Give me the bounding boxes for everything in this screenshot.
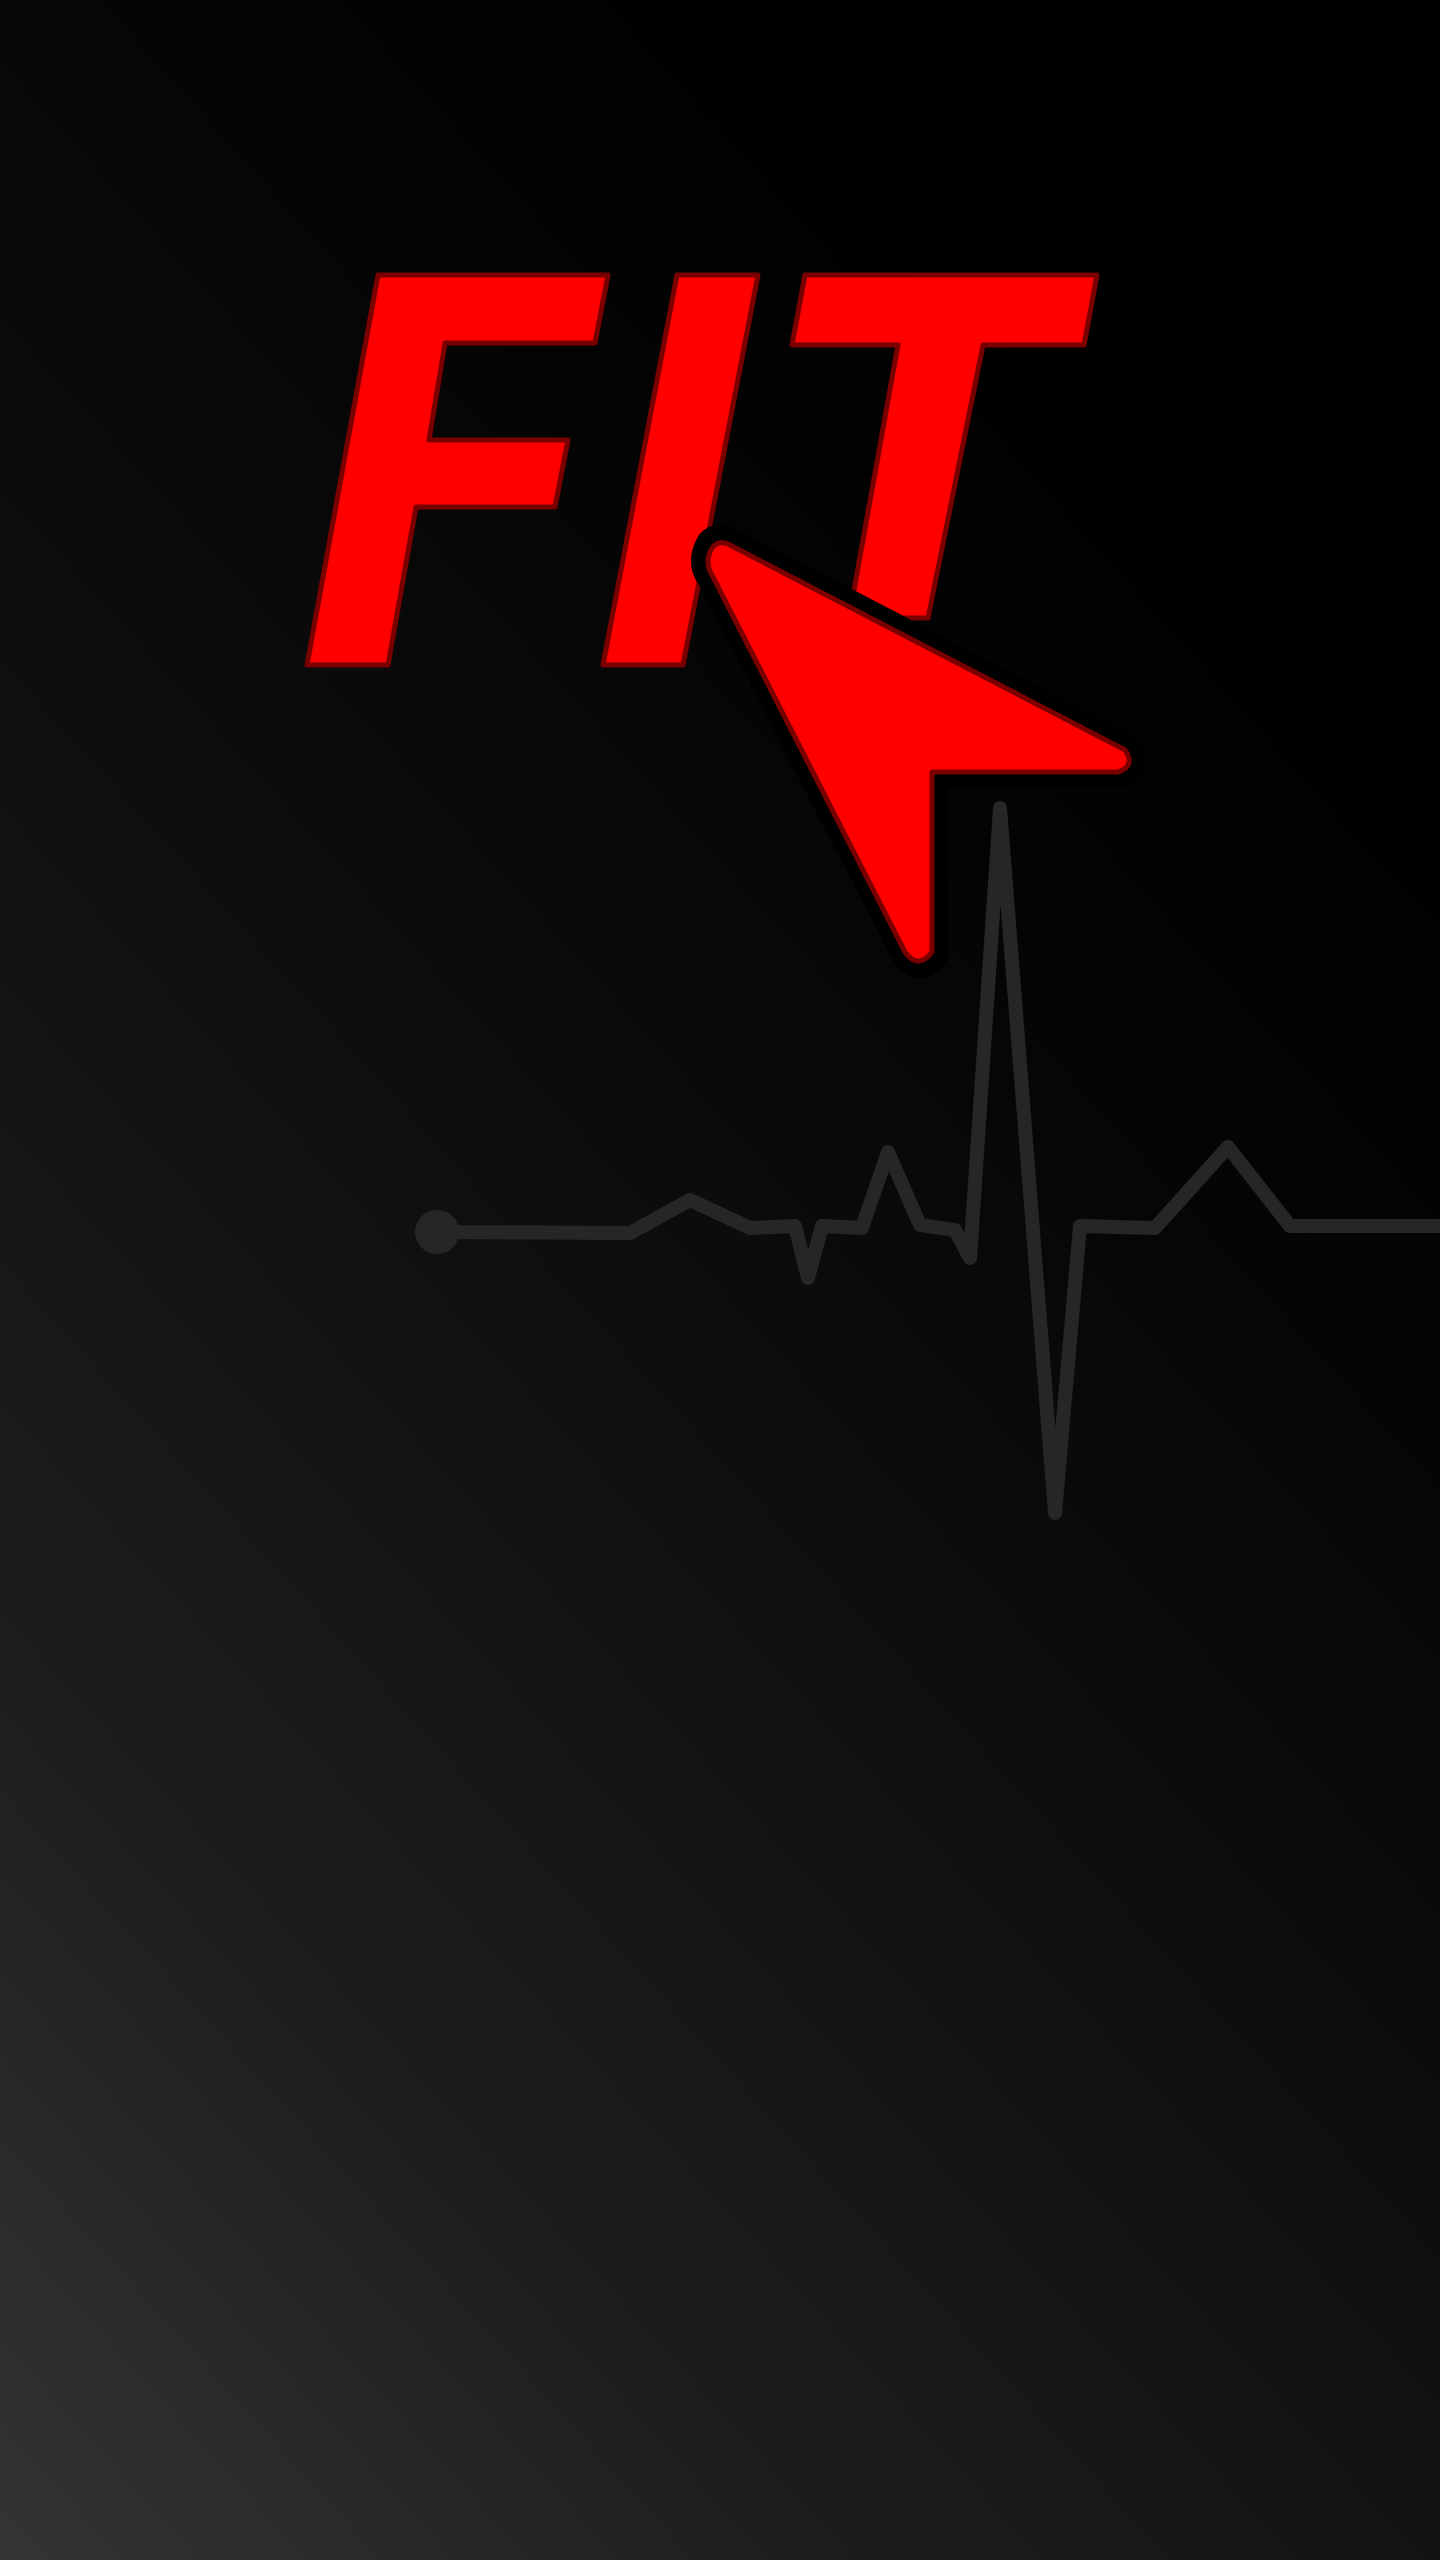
logo-letter-f <box>304 272 611 668</box>
heartbeat-line-icon <box>415 801 1440 1520</box>
cursor-arrow-shape <box>705 540 1132 964</box>
logo-letter-i <box>600 272 761 668</box>
fit-logo <box>304 272 1100 668</box>
heartbeat-trace <box>430 801 1440 1520</box>
cursor-arrow-icon <box>691 524 1146 978</box>
logo-letter-t <box>789 272 1100 621</box>
